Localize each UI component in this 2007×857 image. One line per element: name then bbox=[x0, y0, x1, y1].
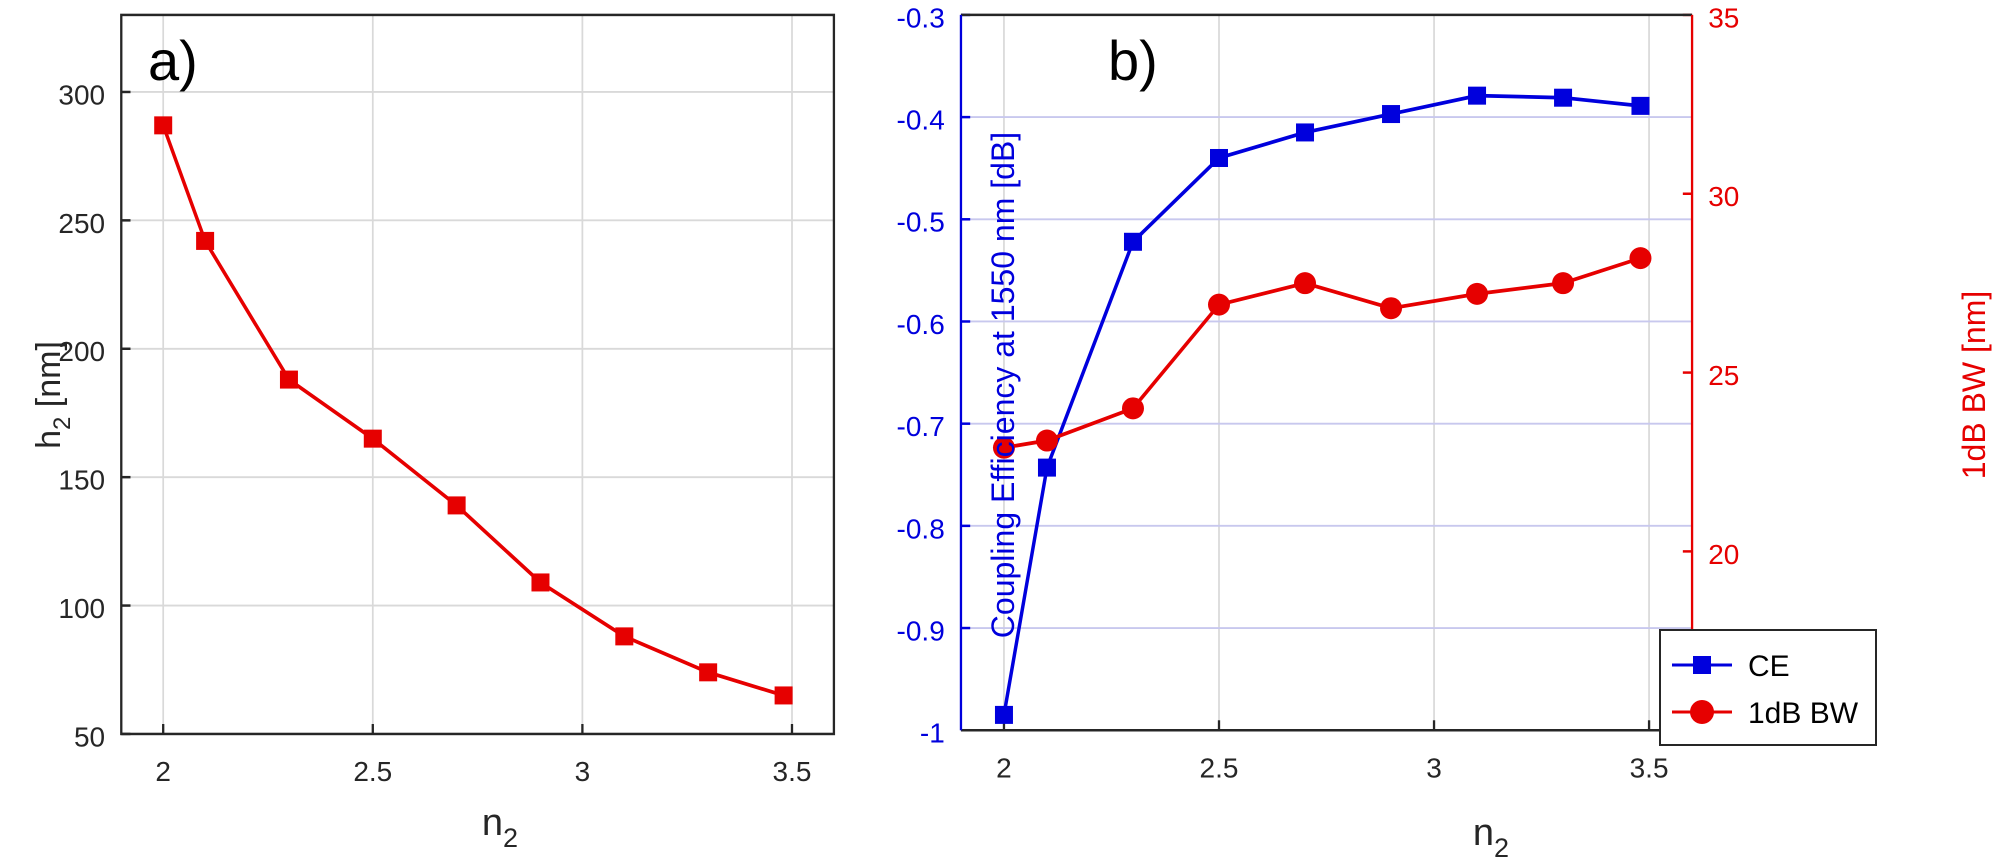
left-y-tick-label: -0.6 bbox=[897, 309, 945, 340]
legend-entry-1db-bw: 1dB BW bbox=[1672, 697, 1859, 730]
data-point-marker-1db-bw bbox=[1294, 272, 1317, 295]
data-point-marker-1db-bw bbox=[1552, 272, 1575, 295]
legend-entry-ce: CE bbox=[1672, 650, 1790, 683]
data-point-marker bbox=[615, 627, 634, 646]
x-tick-label: 3.5 bbox=[1630, 753, 1669, 784]
data-point-marker-ce bbox=[994, 705, 1013, 724]
left-y-tick-label: -0.4 bbox=[897, 105, 945, 136]
legend-square-marker bbox=[1693, 656, 1711, 674]
data-point-marker-ce bbox=[1382, 105, 1401, 124]
x-tick-label: 2 bbox=[155, 756, 171, 787]
data-point-marker-1db-bw bbox=[1035, 429, 1058, 452]
data-point-marker-ce bbox=[1631, 96, 1650, 115]
data-point-marker bbox=[774, 686, 793, 705]
plot-frame bbox=[120, 13, 836, 736]
y-tick-label: 50 bbox=[74, 721, 105, 752]
right-y-tick-label: 30 bbox=[1708, 181, 1739, 212]
data-point-marker-1db-bw bbox=[992, 436, 1015, 459]
data-point-marker-ce bbox=[1296, 123, 1315, 142]
panel-b-right-y-axis-label: 1dB BW [nm] bbox=[1956, 291, 1992, 480]
panel-b-chart: 2 2.5 3 3.5 -1-0.9-0.8-0.7-0.6-0.5-0.4-0.3 … bbox=[897, 2, 1992, 857]
panel-b-left-y-axis-label: Coupling Efficiency at 1550 nm [dB] bbox=[985, 132, 1021, 638]
data-point-marker bbox=[154, 116, 173, 135]
x-tick-label: 3.5 bbox=[773, 756, 812, 787]
panel-a-x-tick-labels: 2 2.5 3 3.5 bbox=[155, 756, 811, 787]
panel-b-axes bbox=[959, 13, 1694, 732]
legend-label-ce: CE bbox=[1748, 650, 1790, 683]
data-point-marker bbox=[279, 370, 298, 389]
right-y-tick-label: 20 bbox=[1708, 539, 1739, 570]
y-tick-label: 100 bbox=[58, 593, 105, 624]
y-tick-label: 300 bbox=[58, 79, 105, 110]
y-tick-label: 250 bbox=[58, 208, 105, 239]
left-y-tick-label: -0.8 bbox=[897, 513, 945, 544]
panel-a-y-tick-labels: 50 100 150 200 250 300 bbox=[58, 79, 105, 752]
right-y-tick-label: 35 bbox=[1708, 2, 1739, 33]
x-tick-label: 2 bbox=[996, 753, 1012, 784]
panel-b-series-ce bbox=[994, 86, 1650, 724]
panel-a-series-h2 bbox=[154, 116, 793, 705]
data-point-marker-1db-bw bbox=[1466, 282, 1489, 305]
data-point-marker bbox=[196, 231, 215, 250]
panel-b-x-axis-label: n2 bbox=[1473, 812, 1509, 857]
x-tick-label: 3 bbox=[1426, 753, 1442, 784]
panel-a-grid bbox=[121, 14, 834, 735]
data-point-marker-1db-bw bbox=[1208, 293, 1231, 316]
left-y-tick-label: -1 bbox=[920, 718, 945, 749]
x-tick-label: 2.5 bbox=[1200, 753, 1239, 784]
data-point-marker-ce bbox=[1468, 86, 1487, 105]
data-point-marker-1db-bw bbox=[1629, 247, 1652, 270]
legend-circle-marker bbox=[1690, 700, 1714, 724]
panel-a-y-axis-label: h2 [nm] bbox=[30, 341, 76, 449]
right-y-tick-label: 25 bbox=[1708, 360, 1739, 391]
data-point-marker-ce bbox=[1123, 232, 1142, 251]
left-y-tick-label: -0.5 bbox=[897, 207, 945, 238]
left-y-tick-label: -0.3 bbox=[897, 2, 945, 33]
panel-a-x-axis-label: n2 bbox=[482, 802, 518, 853]
data-point-marker-1db-bw bbox=[1121, 397, 1144, 420]
data-point-marker-ce bbox=[1210, 148, 1229, 167]
y-tick-label: 150 bbox=[58, 465, 105, 496]
panel-b-legend: CE 1dB BW bbox=[1659, 629, 1877, 746]
data-point-marker bbox=[531, 573, 550, 592]
panel-a-axes bbox=[120, 13, 836, 736]
data-point-marker bbox=[363, 429, 382, 448]
data-point-marker bbox=[447, 496, 466, 515]
legend-label-1db-bw: 1dB BW bbox=[1748, 697, 1859, 730]
x-tick-label: 2.5 bbox=[353, 756, 392, 787]
left-y-tick-label: -0.7 bbox=[897, 411, 945, 442]
panel-a-chart: 2 2.5 3 3.5 50 100 150 200 250 300 a) n2 h2 [nm] bbox=[30, 13, 920, 853]
data-point-marker-ce bbox=[1037, 458, 1056, 477]
x-tick-label: 3 bbox=[575, 756, 591, 787]
data-point-marker-ce bbox=[1554, 88, 1573, 107]
panel-b-label: b) bbox=[1108, 29, 1158, 92]
data-point-marker bbox=[699, 663, 718, 682]
y-tick-label: 200 bbox=[58, 336, 105, 367]
panel-b-left-y-tick-labels: -1 -0.9 -0.8 -0.7 -0.6 -0.5 -0.4 -0.3 bbox=[897, 2, 945, 748]
panel-a-label: a) bbox=[148, 29, 198, 92]
data-point-marker-1db-bw bbox=[1380, 297, 1403, 320]
panel-b-x-tick-labels: 2 2.5 3 3.5 bbox=[996, 753, 1668, 784]
left-y-tick-label: -0.9 bbox=[897, 615, 945, 646]
panel-b-series-1db-bw bbox=[992, 247, 1652, 459]
